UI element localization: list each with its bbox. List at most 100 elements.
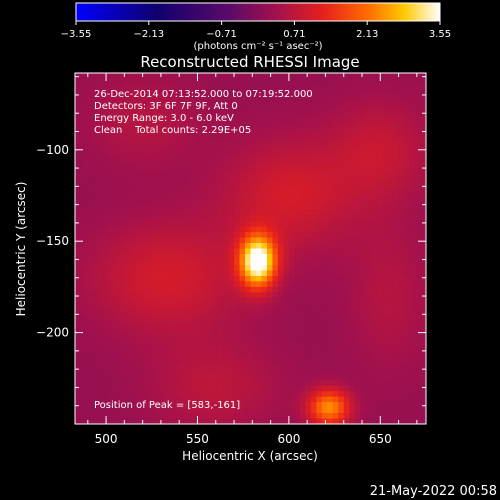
- heatmap-cell: [201, 111, 207, 118]
- heatmap-cell: [107, 396, 114, 403]
- heatmap-cell: [228, 319, 235, 326]
- heatmap-cell: [184, 319, 191, 326]
- heatmap-cell: [184, 259, 191, 266]
- heatmap-cell: [223, 347, 229, 354]
- heatmap-cell: [420, 264, 427, 271]
- heatmap-cell: [75, 286, 81, 293]
- heatmap-cell: [179, 358, 186, 365]
- heatmap-cell: [85, 221, 92, 227]
- heatmap-cell: [409, 369, 416, 375]
- heatmap-cell: [338, 226, 345, 233]
- heatmap-cell: [118, 210, 125, 216]
- heatmap-cell: [294, 188, 301, 194]
- heatmap-cell: [217, 314, 224, 321]
- heatmap-cell: [234, 160, 240, 167]
- heatmap-cell: [168, 133, 175, 140]
- heatmap-cell: [316, 215, 323, 222]
- heatmap-cell: [272, 237, 279, 244]
- heatmap-cell: [168, 297, 175, 304]
- heatmap-cell: [415, 149, 421, 156]
- heatmap-cell: [343, 210, 350, 216]
- heatmap-cell: [316, 347, 323, 354]
- heatmap-cell: [409, 78, 416, 85]
- heatmap-cell: [398, 264, 405, 271]
- heatmap-cell: [420, 407, 427, 414]
- heatmap-cell: [107, 330, 114, 337]
- heatmap-cell: [272, 105, 279, 112]
- heatmap-cell: [118, 418, 125, 425]
- heatmap-cell: [212, 78, 218, 85]
- heatmap-cell: [190, 380, 196, 386]
- heatmap-cell: [354, 325, 361, 332]
- heatmap-cell: [206, 232, 213, 238]
- heatmap-cell: [151, 182, 158, 189]
- heatmap-cell: [404, 319, 410, 326]
- heatmap-cell: [228, 155, 235, 162]
- heatmap-cell: [316, 133, 323, 140]
- heatmap-cell: [382, 369, 388, 375]
- heatmap-cell: [75, 259, 81, 266]
- heatmap-cell: [245, 73, 251, 79]
- heatmap-cell: [102, 210, 109, 216]
- heatmap-cell: [398, 396, 405, 403]
- heatmap-cell: [316, 418, 323, 425]
- heatmap-cell: [223, 149, 229, 156]
- heatmap-cell: [223, 182, 229, 189]
- heatmap-cell: [195, 226, 202, 233]
- heatmap-cell: [140, 402, 147, 408]
- heatmap-cell: [349, 292, 356, 299]
- heatmap-cell: [190, 396, 196, 403]
- heatmap-cell: [217, 385, 224, 392]
- heatmap-cell: [157, 83, 164, 90]
- heatmap-cell: [124, 100, 131, 107]
- heatmap-cell: [91, 215, 98, 222]
- heatmap-cell: [179, 78, 186, 85]
- heatmap-cell: [420, 226, 427, 233]
- heatmap-cell: [305, 171, 312, 178]
- heatmap-cell: [245, 281, 251, 288]
- heatmap-cell: [228, 259, 235, 266]
- heatmap-cell: [190, 341, 196, 348]
- heatmap-cell: [118, 144, 125, 151]
- heatmap-cell: [360, 281, 367, 288]
- heatmap-cell: [206, 182, 213, 189]
- heatmap-cell: [245, 78, 251, 85]
- heatmap-cell: [151, 330, 158, 337]
- heatmap-cell: [382, 341, 388, 348]
- heatmap-cell: [75, 166, 81, 173]
- heatmap-cell: [288, 171, 295, 178]
- heatmap-cell: [91, 94, 98, 101]
- heatmap-cell: [184, 210, 191, 216]
- heatmap-cell: [162, 391, 169, 397]
- heatmap-cell: [272, 297, 279, 304]
- heatmap-cell: [135, 336, 142, 343]
- heatmap-cell: [272, 188, 279, 194]
- heatmap-cell: [398, 105, 405, 112]
- heatmap-cell: [195, 177, 202, 184]
- heatmap-cell: [299, 413, 306, 419]
- heatmap-cell: [162, 418, 169, 425]
- heatmap-cell: [250, 133, 257, 140]
- heatmap-cell: [398, 232, 405, 238]
- heatmap-cell: [354, 122, 361, 129]
- heatmap-cell: [168, 144, 175, 151]
- heatmap-cell: [75, 402, 81, 408]
- heatmap-cell: [228, 281, 235, 288]
- heatmap-cell: [409, 270, 416, 277]
- heatmap-cell: [294, 83, 301, 90]
- heatmap-cell: [283, 149, 290, 156]
- heatmap-cell: [250, 149, 257, 156]
- heatmap-cell: [102, 325, 109, 332]
- colorbar-tick-label: −2.13: [133, 29, 164, 40]
- heatmap-cell: [129, 232, 136, 238]
- heatmap-cell: [310, 210, 317, 216]
- heatmap-cell: [420, 133, 427, 140]
- heatmap-cell: [234, 358, 240, 365]
- heatmap-cell: [349, 138, 356, 145]
- heatmap-cell: [343, 89, 350, 96]
- heatmap-cell: [107, 248, 114, 255]
- heatmap-cell: [250, 111, 257, 118]
- heatmap-cell: [245, 188, 251, 194]
- heatmap-cell: [299, 171, 306, 178]
- heatmap-cell: [113, 259, 120, 266]
